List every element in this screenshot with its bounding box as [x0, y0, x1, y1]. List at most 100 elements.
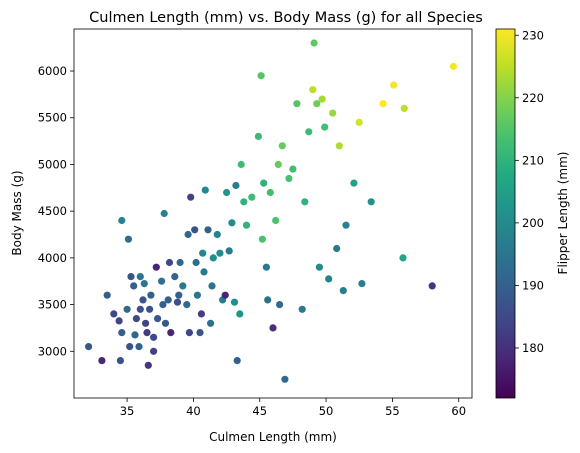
scatter-point-27	[152, 263, 160, 271]
scatter-point-69	[240, 198, 248, 206]
scatter-point-16	[136, 305, 144, 313]
scatter-point-91	[309, 86, 317, 94]
scatter-point-7	[118, 216, 126, 225]
scatter-point-34	[165, 258, 174, 267]
scatter-point-53	[204, 226, 212, 234]
scatter-point-106	[367, 198, 375, 206]
scatter-point-12	[130, 282, 138, 290]
scatter-point-50	[199, 249, 207, 257]
scatter-point-47	[193, 291, 201, 299]
scatter-point-42	[184, 230, 192, 239]
colorbar	[495, 28, 516, 399]
scatter-point-37	[173, 298, 182, 306]
scatter-point-78	[266, 188, 274, 197]
scatter-point-21	[143, 329, 151, 337]
scatter-point-112	[449, 62, 457, 70]
y-axis-label: Body Mass (g)	[10, 170, 24, 255]
scatter-point-96	[321, 123, 329, 131]
scatter-point-46	[192, 258, 200, 267]
scatter-point-92	[310, 39, 318, 47]
y-tick-label: 5000	[38, 157, 67, 171]
scatter-point-54	[207, 319, 215, 327]
chart-title: Culmen Length (mm) vs. Body Mass (g) for…	[89, 10, 483, 26]
scatter-point-10	[126, 343, 134, 351]
scatter-point-48	[196, 329, 204, 337]
scatter-point-9	[124, 235, 132, 243]
scatter-point-71	[248, 193, 256, 201]
scatter-point-63	[228, 219, 236, 227]
scatter-point-19	[140, 280, 148, 288]
scatter-point-43	[185, 329, 193, 337]
y-tick-label: 4500	[38, 204, 67, 218]
scatter-point-66	[233, 357, 241, 365]
scatter-point-49	[197, 310, 205, 318]
scatter-point-23	[146, 305, 154, 313]
scatter-point-29	[158, 277, 166, 285]
scatter-point-36	[171, 273, 179, 281]
scatter-point-94	[315, 263, 323, 271]
scatter-point-45	[191, 226, 199, 234]
scatter-point-108	[390, 81, 398, 89]
scatter-point-68	[237, 160, 245, 169]
scatter-point-20	[142, 319, 150, 327]
scatter-point-25	[150, 333, 158, 341]
scatter-point-95	[318, 95, 326, 103]
scatter-point-77	[264, 296, 272, 304]
scatter-point-74	[258, 235, 266, 243]
x-tick-label: 40	[186, 404, 201, 418]
scatter-point-83	[278, 142, 286, 150]
scatter-point-62	[225, 247, 233, 255]
scatter-point-32	[161, 319, 170, 327]
y-tick-label: 4000	[38, 251, 67, 265]
scatter-point-26	[150, 347, 158, 355]
y-tick-label: 3000	[38, 344, 67, 358]
scatter-point-88	[298, 305, 306, 313]
scatter-point-79	[269, 324, 277, 332]
y-tick-label: 5500	[38, 111, 67, 125]
scatter-point-86	[289, 165, 297, 173]
x-tick-label: 35	[120, 404, 135, 418]
scatter-point-89	[301, 198, 309, 206]
scatter-point-90	[305, 128, 313, 136]
scatter-point-58	[216, 249, 224, 257]
scatter-point-44	[187, 193, 195, 201]
scatter-point-39	[176, 258, 184, 267]
scatter-point-38	[175, 291, 183, 299]
scatter-point-24	[147, 291, 155, 299]
scatter-point-8	[123, 305, 131, 313]
scatter-point-76	[262, 263, 270, 271]
scatter-point-93	[313, 100, 321, 108]
scatter-point-55	[208, 282, 216, 290]
scatter-point-17	[136, 273, 144, 281]
scatter-point-99	[333, 244, 341, 253]
scatter-point-18	[139, 296, 147, 304]
scatter-point-110	[400, 104, 408, 112]
scatter-point-107	[379, 100, 387, 108]
scatter-point-60	[221, 291, 229, 299]
colorbar-tick-label: 210	[522, 153, 544, 167]
scatter-point-2	[103, 291, 111, 299]
scatter-point-4	[115, 317, 123, 325]
scatter-point-40	[179, 282, 187, 290]
scatter-point-33	[164, 296, 172, 304]
scatter-point-1	[98, 357, 106, 365]
scatter-point-98	[329, 109, 337, 117]
x-tick-label: 60	[451, 404, 466, 418]
data-points	[85, 39, 457, 383]
scatter-point-81	[274, 160, 282, 169]
scatter-point-87	[293, 100, 301, 108]
scatter-point-41	[183, 301, 191, 309]
colorbar-ticks: 180 190 200 210 220 230	[515, 28, 544, 355]
scatter-point-102	[342, 221, 350, 229]
scatter-point-30	[159, 301, 167, 309]
scatter-point-13	[131, 331, 139, 339]
scatter-point-105	[358, 280, 366, 288]
y-tick-label: 6000	[38, 64, 67, 78]
x-tick-label: 55	[385, 404, 400, 418]
y-tick-label: 3500	[38, 298, 67, 312]
scatter-point-101	[339, 287, 347, 295]
scatter-point-28	[154, 315, 162, 323]
colorbar-label: Flipper Length (mm)	[556, 152, 570, 275]
scatter-point-84	[281, 375, 289, 383]
